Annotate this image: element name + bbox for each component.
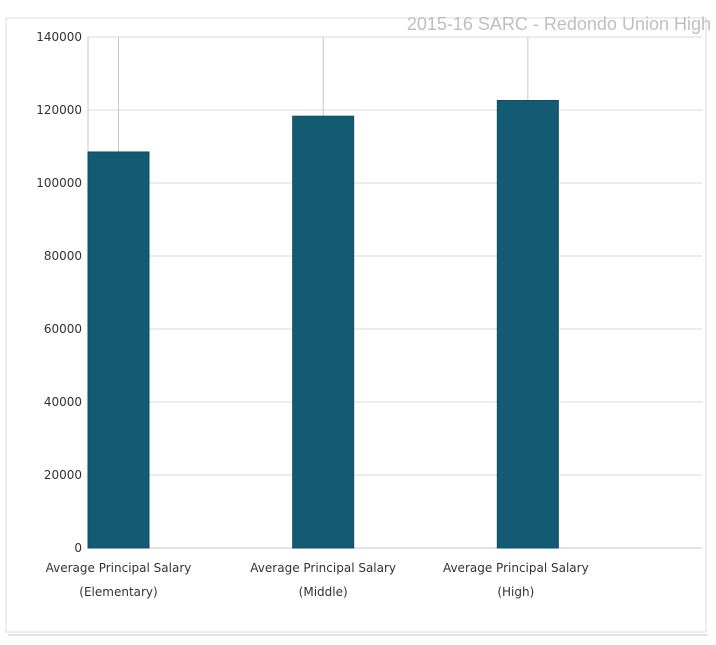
bar <box>87 151 150 549</box>
y-tick-label: 140000 <box>36 30 82 44</box>
y-axis-tick-labels: 0 20000 40000 60000 80000 100000 120000 140000 <box>36 30 82 555</box>
y-tick-label: 100000 <box>36 176 82 190</box>
x-tick-label-line: Average Principal Salary <box>46 561 192 575</box>
y-tick-label: 120000 <box>36 103 82 117</box>
x-tick-label: Average Principal Salary (High) <box>443 561 589 599</box>
x-tick-label-line: (Elementary) <box>79 585 157 599</box>
chart-title: 2015-16 SARC - Redondo Union High <box>407 14 711 34</box>
y-tick-label: 40000 <box>44 395 82 409</box>
bar-layer <box>87 100 559 549</box>
x-axis-tick-labels: Average Principal Salary (Elementary)Aver… <box>46 561 589 599</box>
x-tick-label-line: (High) <box>497 585 534 599</box>
x-tick-label-line: Average Principal Salary <box>250 561 396 575</box>
x-tick-label-line: Average Principal Salary <box>443 561 589 575</box>
y-tick-label: 20000 <box>44 468 82 482</box>
x-tick-label-line: (Middle) <box>299 585 348 599</box>
x-tick-label: Average Principal Salary (Elementary) <box>46 561 192 599</box>
bar <box>496 100 559 549</box>
y-tick-label: 0 <box>74 541 82 555</box>
y-tick-label: 80000 <box>44 249 82 263</box>
bar <box>292 115 355 549</box>
x-tick-label: Average Principal Salary (Middle) <box>250 561 396 599</box>
y-tick-label: 60000 <box>44 322 82 336</box>
